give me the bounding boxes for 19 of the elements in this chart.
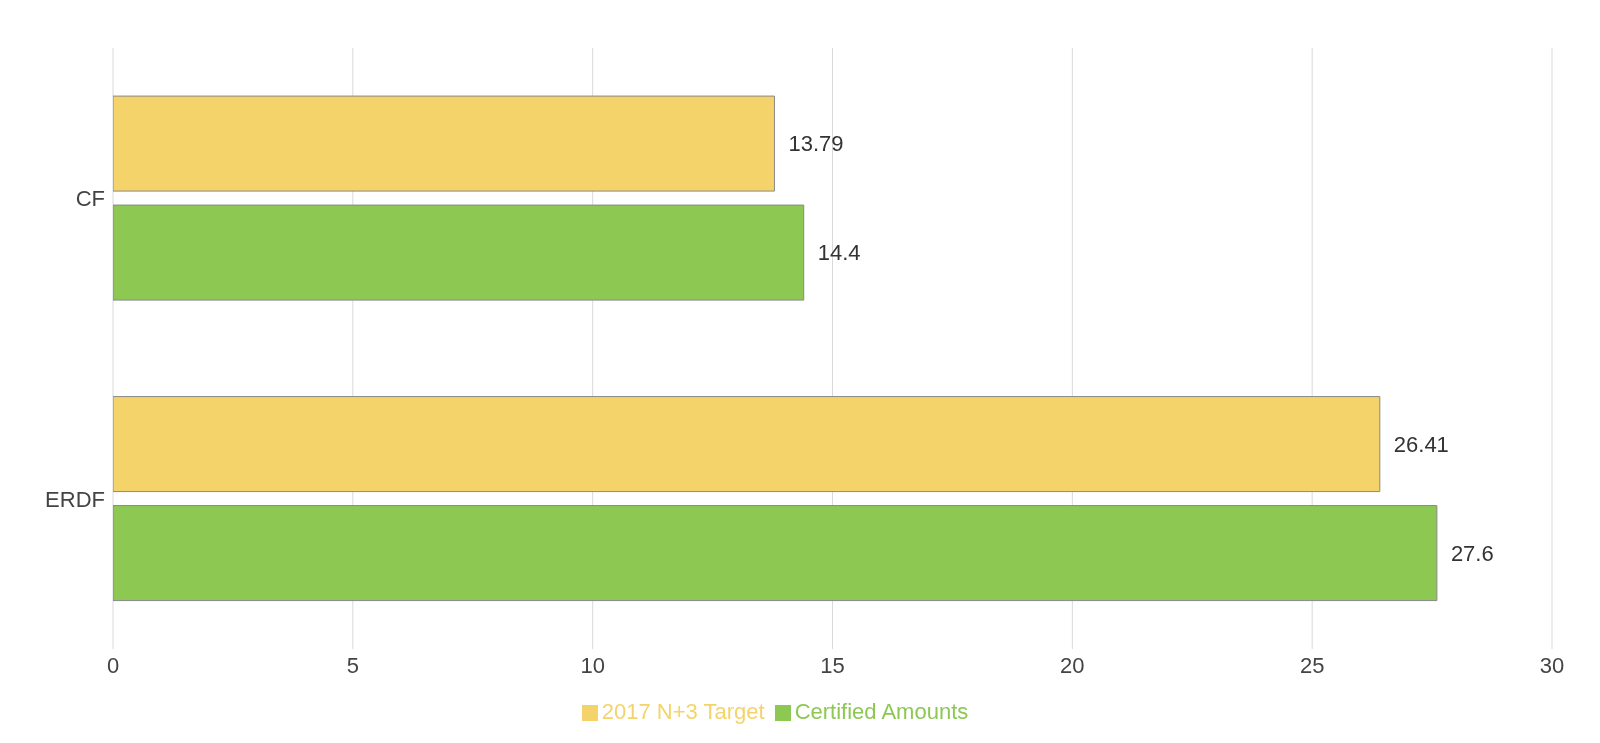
legend-label: 2017 N+3 Target [601, 699, 765, 724]
data-label: 14.4 [817, 240, 861, 266]
x-tick-label: 0 [106, 652, 120, 678]
legend-label: Certified Amounts [794, 699, 969, 724]
data-label: 27.6 [1450, 540, 1494, 566]
data-label: 13.79 [788, 131, 844, 157]
data-label: 26.41 [1393, 431, 1449, 457]
x-tick-label: 15 [820, 652, 845, 678]
x-tick-label: 5 [346, 652, 359, 678]
bar [113, 505, 1438, 602]
y-tick-label: ERDF [45, 486, 105, 512]
bar [113, 204, 805, 301]
bar [113, 95, 775, 192]
y-tick-label: CF [75, 186, 105, 212]
x-tick-label: 10 [580, 652, 605, 678]
x-tick-label: 20 [1060, 652, 1085, 678]
x-tick-label: 30 [1539, 652, 1565, 678]
bar [113, 396, 1381, 493]
x-tick-label: 25 [1299, 652, 1325, 678]
